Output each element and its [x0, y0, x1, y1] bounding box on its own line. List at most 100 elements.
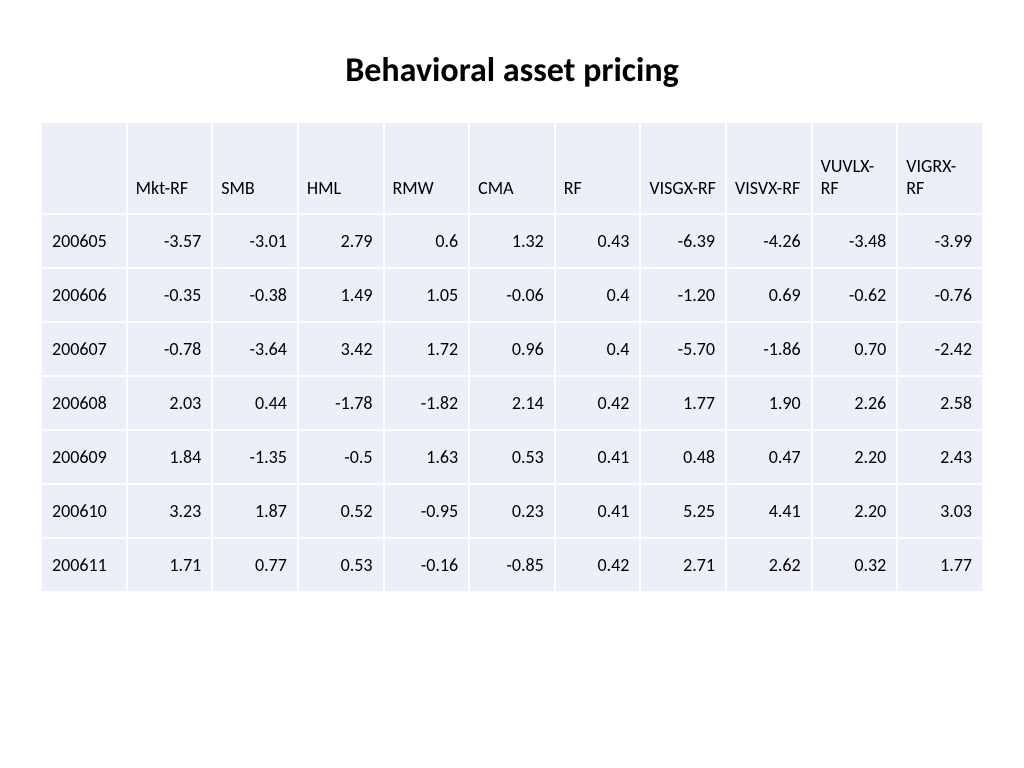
cell: 1.77	[641, 377, 725, 429]
col-header: HML	[299, 123, 383, 213]
cell: -0.85	[470, 539, 554, 591]
table-row: 2006082.030.44-1.78-1.822.140.421.771.90…	[42, 377, 982, 429]
cell: 0.4	[556, 269, 640, 321]
cell: 0.43	[556, 215, 640, 267]
cell: -3.99	[898, 215, 982, 267]
cell: -0.5	[299, 431, 383, 483]
cell: 0.23	[470, 485, 554, 537]
cell: 0.6	[385, 215, 469, 267]
cell: -3.48	[813, 215, 897, 267]
cell: -1.35	[213, 431, 297, 483]
cell: -1.86	[727, 323, 811, 375]
cell: 1.87	[213, 485, 297, 537]
cell: -3.64	[213, 323, 297, 375]
col-header: Mkt-RF	[128, 123, 212, 213]
col-header: VIGRX-RF	[898, 123, 982, 213]
cell: 0.41	[556, 485, 640, 537]
cell: -6.39	[641, 215, 725, 267]
cell: 3.42	[299, 323, 383, 375]
cell: 1.84	[128, 431, 212, 483]
cell: 1.63	[385, 431, 469, 483]
cell: 0.44	[213, 377, 297, 429]
col-header-corner	[42, 123, 126, 213]
cell: 2.43	[898, 431, 982, 483]
cell: 2.79	[299, 215, 383, 267]
cell: -0.78	[128, 323, 212, 375]
cell: 4.41	[727, 485, 811, 537]
table-head: Mkt-RFSMBHMLRMWCMARFVISGX-RFVISVX-RFVUVL…	[42, 123, 982, 213]
col-header: VISVX-RF	[727, 123, 811, 213]
cell: -3.57	[128, 215, 212, 267]
cell: 0.4	[556, 323, 640, 375]
row-header: 200605	[42, 215, 126, 267]
cell: 0.96	[470, 323, 554, 375]
cell: 0.32	[813, 539, 897, 591]
cell: 0.69	[727, 269, 811, 321]
cell: -0.95	[385, 485, 469, 537]
cell: -0.62	[813, 269, 897, 321]
cell: 0.53	[470, 431, 554, 483]
table-row: 200607-0.78-3.643.421.720.960.4-5.70-1.8…	[42, 323, 982, 375]
cell: 2.58	[898, 377, 982, 429]
row-header: 200611	[42, 539, 126, 591]
cell: 1.32	[470, 215, 554, 267]
row-header: 200607	[42, 323, 126, 375]
cell: 2.26	[813, 377, 897, 429]
col-header: CMA	[470, 123, 554, 213]
cell: -1.20	[641, 269, 725, 321]
cell: 0.70	[813, 323, 897, 375]
slide: Behavioral asset pricing Mkt-RFSMBHMLRMW…	[0, 0, 1024, 768]
cell: 1.72	[385, 323, 469, 375]
row-header: 200610	[42, 485, 126, 537]
cell: 0.42	[556, 377, 640, 429]
cell: 2.14	[470, 377, 554, 429]
cell: -1.78	[299, 377, 383, 429]
table-row: 2006103.231.870.52-0.950.230.415.254.412…	[42, 485, 982, 537]
col-header: RF	[556, 123, 640, 213]
cell: -1.82	[385, 377, 469, 429]
cell: -0.35	[128, 269, 212, 321]
table-row: 2006091.84-1.35-0.51.630.530.410.480.472…	[42, 431, 982, 483]
cell: 2.20	[813, 431, 897, 483]
cell: -0.06	[470, 269, 554, 321]
col-header: VISGX-RF	[641, 123, 725, 213]
table-body: 200605-3.57-3.012.790.61.320.43-6.39-4.2…	[42, 215, 982, 591]
cell: 1.71	[128, 539, 212, 591]
cell: 1.49	[299, 269, 383, 321]
cell: 1.90	[727, 377, 811, 429]
cell: 3.03	[898, 485, 982, 537]
cell: 2.03	[128, 377, 212, 429]
cell: 3.23	[128, 485, 212, 537]
cell: -0.38	[213, 269, 297, 321]
cell: 0.53	[299, 539, 383, 591]
row-header: 200606	[42, 269, 126, 321]
cell: 2.20	[813, 485, 897, 537]
cell: 0.52	[299, 485, 383, 537]
cell: 2.62	[727, 539, 811, 591]
cell: -2.42	[898, 323, 982, 375]
table-row: 200606-0.35-0.381.491.05-0.060.4-1.200.6…	[42, 269, 982, 321]
cell: 0.47	[727, 431, 811, 483]
table-header-row: Mkt-RFSMBHMLRMWCMARFVISGX-RFVISVX-RFVUVL…	[42, 123, 982, 213]
col-header: SMB	[213, 123, 297, 213]
col-header: RMW	[385, 123, 469, 213]
row-header: 200609	[42, 431, 126, 483]
col-header: VUVLX-RF	[813, 123, 897, 213]
cell: 1.77	[898, 539, 982, 591]
cell: -3.01	[213, 215, 297, 267]
cell: 0.77	[213, 539, 297, 591]
cell: 2.71	[641, 539, 725, 591]
cell: 1.05	[385, 269, 469, 321]
table-row: 2006111.710.770.53-0.16-0.850.422.712.62…	[42, 539, 982, 591]
cell: -0.16	[385, 539, 469, 591]
cell: 0.48	[641, 431, 725, 483]
row-header: 200608	[42, 377, 126, 429]
cell: -0.76	[898, 269, 982, 321]
cell: 0.42	[556, 539, 640, 591]
cell: 5.25	[641, 485, 725, 537]
cell: -5.70	[641, 323, 725, 375]
page-title: Behavioral asset pricing	[40, 50, 984, 91]
cell: 0.41	[556, 431, 640, 483]
cell: -4.26	[727, 215, 811, 267]
table-row: 200605-3.57-3.012.790.61.320.43-6.39-4.2…	[42, 215, 982, 267]
